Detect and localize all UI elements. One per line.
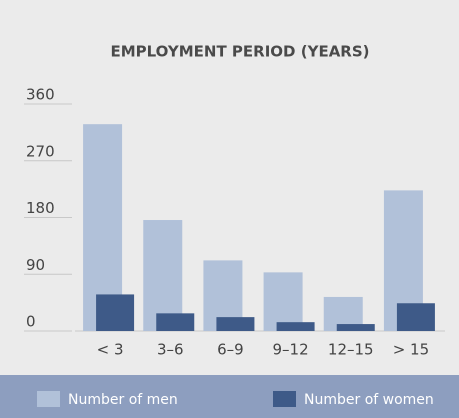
- legend-label: Number of men: [68, 392, 178, 408]
- x-tick-label: 3–6: [157, 341, 184, 359]
- bar: [216, 317, 255, 331]
- y-tick-label: 90: [26, 256, 45, 274]
- bar: [263, 272, 303, 331]
- y-tick-label: 180: [26, 199, 55, 217]
- legend-swatch: [37, 391, 60, 407]
- x-tick-label: < 3: [97, 341, 124, 359]
- y-tick-label: 270: [26, 142, 55, 160]
- chart-title: EMPLOYMENT PERIOD (YEARS): [110, 43, 369, 61]
- x-tick-label: 9–12: [273, 341, 309, 359]
- bar: [156, 313, 195, 331]
- x-tick-label: 6–9: [217, 341, 244, 359]
- bar: [396, 303, 435, 331]
- legend-swatch: [273, 391, 296, 407]
- x-tick-label: > 15: [393, 341, 429, 359]
- legend-label: Number of women: [304, 392, 434, 408]
- y-tick-label: 360: [26, 86, 55, 104]
- legend-band: [0, 375, 459, 418]
- y-tick-label: 0: [26, 313, 36, 331]
- x-tick-label: 12–15: [328, 341, 374, 359]
- bar: [336, 324, 375, 331]
- bar: [96, 294, 135, 331]
- bar: [143, 220, 183, 331]
- bar: [276, 322, 315, 331]
